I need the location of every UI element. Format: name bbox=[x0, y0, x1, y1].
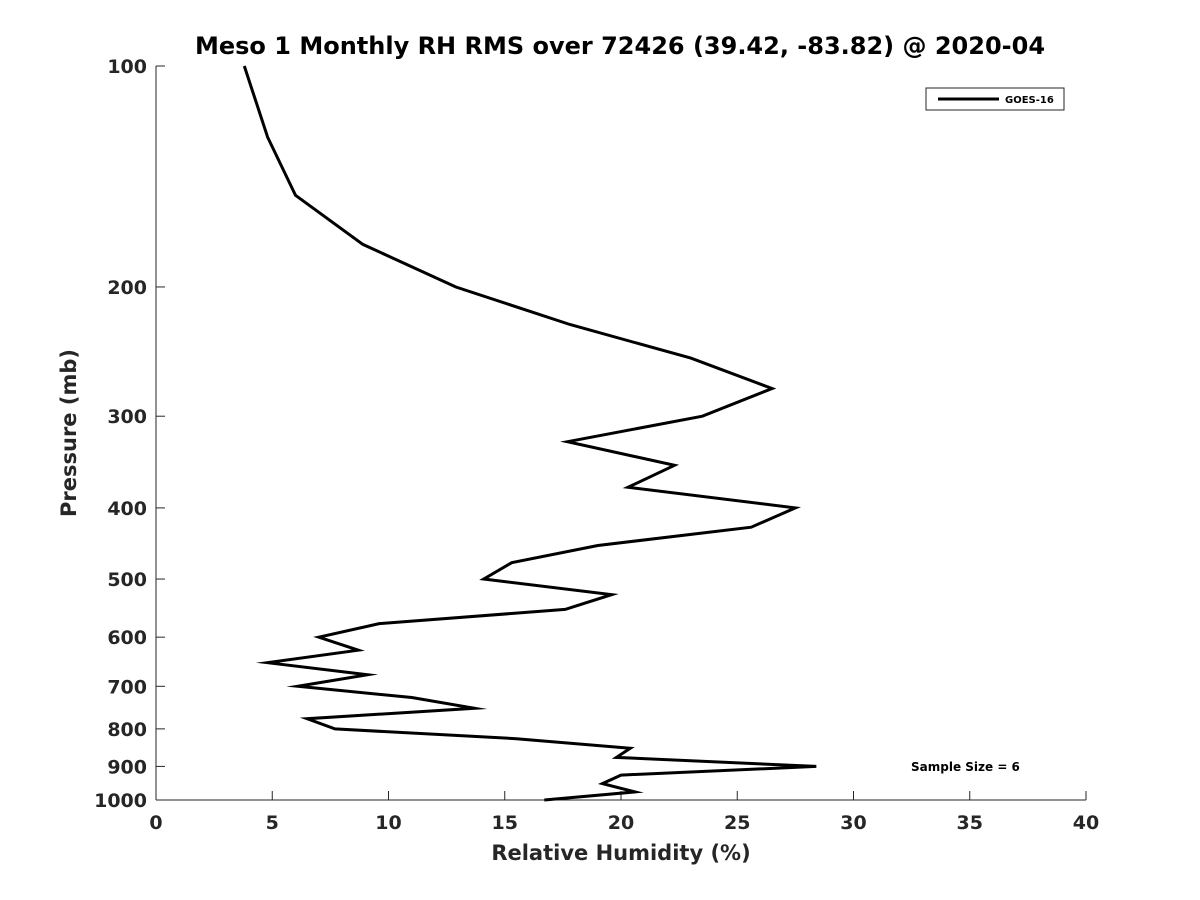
y-tick-label: 200 bbox=[107, 277, 147, 299]
x-tick-label: 0 bbox=[149, 812, 162, 834]
legend: GOES-16 bbox=[925, 87, 1065, 111]
y-tick-label: 1000 bbox=[94, 790, 147, 812]
y-tick-label: 900 bbox=[107, 756, 147, 778]
sample-size-annotation: Sample Size = 6 bbox=[911, 760, 1020, 774]
series-line bbox=[242, 65, 817, 802]
x-tick-label: 5 bbox=[266, 812, 279, 834]
y-tick-label: 500 bbox=[107, 569, 147, 591]
y-tick-label: 800 bbox=[107, 719, 147, 741]
x-tick-label: 35 bbox=[957, 812, 983, 834]
x-tick-label: 10 bbox=[375, 812, 401, 834]
y-tick-label: 700 bbox=[107, 676, 147, 698]
y-ticks: 100 200 300 400 500 600 700 800 900 1000 bbox=[94, 56, 165, 812]
y-axis-label: Pressure (mb) bbox=[57, 349, 81, 517]
x-tick-label: 20 bbox=[608, 812, 634, 834]
x-tick-label: 15 bbox=[492, 812, 518, 834]
x-tick-label: 30 bbox=[840, 812, 866, 834]
x-ticks: 0 5 10 15 20 25 30 35 40 bbox=[149, 791, 1099, 834]
y-tick-label: 300 bbox=[107, 406, 147, 428]
y-tick-label: 600 bbox=[107, 627, 147, 649]
x-tick-label: 25 bbox=[724, 812, 750, 834]
x-axis-label: Relative Humidity (%) bbox=[491, 841, 750, 865]
series-group bbox=[242, 65, 817, 802]
legend-label: GOES-16 bbox=[1005, 95, 1054, 106]
x-tick-label: 40 bbox=[1073, 812, 1099, 834]
y-tick-label: 400 bbox=[107, 498, 147, 520]
y-tick-label: 100 bbox=[107, 56, 147, 78]
chart-title: Meso 1 Monthly RH RMS over 72426 (39.42,… bbox=[195, 32, 1045, 60]
